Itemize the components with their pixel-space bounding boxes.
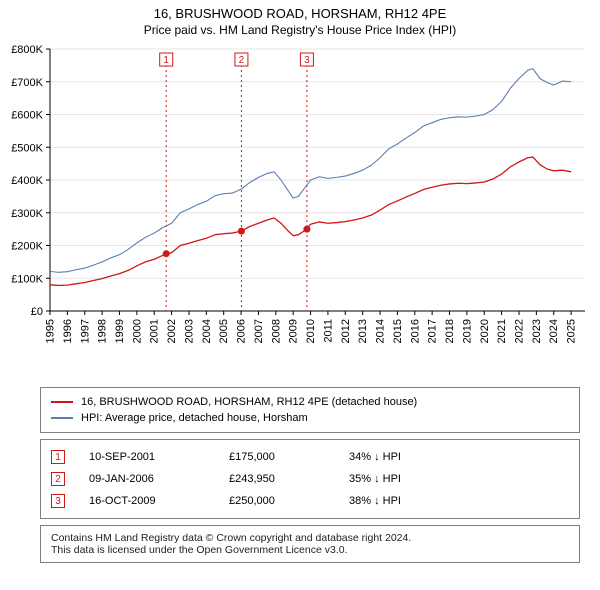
svg-text:£700K: £700K [11,77,43,89]
footer-line-1: Contains HM Land Registry data © Crown c… [51,532,569,544]
svg-text:£100K: £100K [11,273,43,285]
svg-text:2001: 2001 [149,319,161,343]
legend-swatch [51,401,73,403]
svg-text:2002: 2002 [166,319,178,343]
svg-text:£400K: £400K [11,175,43,187]
svg-text:2003: 2003 [183,319,195,343]
svg-text:2021: 2021 [496,319,508,343]
svg-text:2009: 2009 [288,319,300,343]
svg-text:1995: 1995 [45,319,57,343]
svg-text:2007: 2007 [253,319,265,343]
svg-text:2004: 2004 [201,319,213,343]
svg-text:2025: 2025 [566,319,578,343]
events-table: 1 10-SEP-2001£175,00034% ↓ HPI 2 09-JAN-200… [40,439,580,519]
legend-label: HPI: Average price, detached house, Hors… [81,412,308,424]
svg-text:2017: 2017 [427,319,439,343]
svg-text:2016: 2016 [409,319,421,343]
footer-line-2: This data is licensed under the Open Gov… [51,544,569,556]
svg-text:£200K: £200K [11,241,43,253]
svg-text:1: 1 [163,55,169,66]
svg-text:2012: 2012 [340,319,352,343]
attribution-footer: Contains HM Land Registry data © Crown c… [40,525,580,563]
svg-text:2011: 2011 [322,319,334,343]
svg-text:£0: £0 [31,306,43,318]
svg-text:1999: 1999 [114,319,126,343]
svg-text:2014: 2014 [375,319,387,343]
event-date: 09-JAN-2006 [89,473,229,485]
event-price: £243,950 [229,473,349,485]
page-root: 16, BRUSHWOOD ROAD, HORSHAM, RH12 4PE Pr… [0,6,600,563]
event-price: £250,000 [229,495,349,507]
chart-title: 16, BRUSHWOOD ROAD, HORSHAM, RH12 4PE [0,6,600,21]
event-marker-badge: 2 [51,472,65,486]
legend-row: HPI: Average price, detached house, Hors… [51,410,569,426]
legend-row: 16, BRUSHWOOD ROAD, HORSHAM, RH12 4PE (d… [51,394,569,410]
svg-text:1998: 1998 [97,319,109,343]
event-price: £175,000 [229,451,349,463]
event-row: 1 10-SEP-2001£175,00034% ↓ HPI [51,450,569,464]
event-delta: 34% ↓ HPI [349,451,401,463]
svg-text:£800K: £800K [11,44,43,56]
chart-svg: £0 £100K £200K £300K £400K £500K £600K £700K £80… [0,41,600,381]
svg-text:£600K: £600K [11,110,43,122]
event-row: 2 09-JAN-2006£243,95035% ↓ HPI [51,472,569,486]
svg-text:2010: 2010 [305,319,317,343]
event-marker-badge: 1 [51,450,65,464]
svg-text:2008: 2008 [270,319,282,343]
svg-text:2020: 2020 [479,319,491,343]
svg-text:2006: 2006 [236,319,248,343]
event-row: 3 16-OCT-2009£250,00038% ↓ HPI [51,494,569,508]
svg-text:£500K: £500K [11,142,43,154]
chart-subtitle: Price paid vs. HM Land Registry's House … [0,23,600,37]
svg-text:2005: 2005 [218,319,230,343]
event-delta: 35% ↓ HPI [349,473,401,485]
event-marker-badge: 3 [51,494,65,508]
svg-text:2018: 2018 [444,319,456,343]
legend-box: 16, BRUSHWOOD ROAD, HORSHAM, RH12 4PE (d… [40,387,580,433]
svg-text:1997: 1997 [79,319,91,343]
svg-text:2024: 2024 [548,319,560,343]
svg-text:£300K: £300K [11,208,43,220]
svg-text:2: 2 [239,55,245,66]
svg-text:2023: 2023 [531,319,543,343]
legend-swatch [51,417,73,419]
svg-text:2015: 2015 [392,319,404,343]
legend-label: 16, BRUSHWOOD ROAD, HORSHAM, RH12 4PE (d… [81,396,417,408]
svg-text:2022: 2022 [514,319,526,343]
svg-text:3: 3 [304,55,310,66]
event-date: 10-SEP-2001 [89,451,229,463]
event-date: 16-OCT-2009 [89,495,229,507]
event-delta: 38% ↓ HPI [349,495,401,507]
svg-text:2013: 2013 [357,319,369,343]
svg-text:2000: 2000 [131,319,143,343]
chart-area: £0 £100K £200K £300K £400K £500K £600K £700K £80… [0,41,600,381]
svg-text:2019: 2019 [461,319,473,343]
svg-text:1996: 1996 [62,319,74,343]
